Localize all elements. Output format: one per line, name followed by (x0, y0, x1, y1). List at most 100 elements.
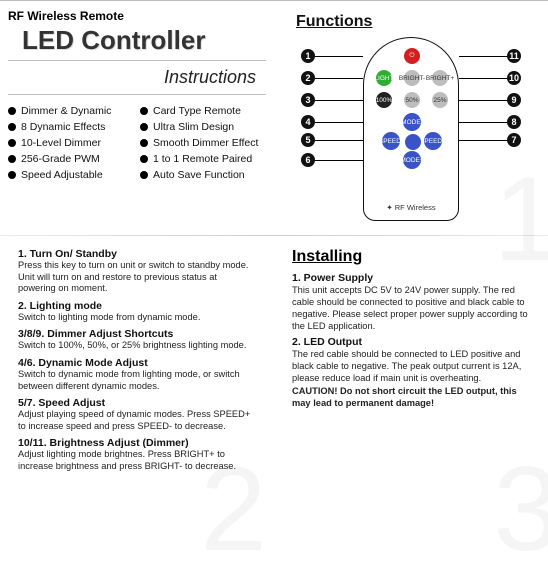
instruction-item: 3/8/9. Dimmer Adjust ShortcutsSwitch to … (18, 328, 256, 352)
bullet-dot-icon (8, 123, 16, 131)
feature-bullet: Smooth Dimmer Effect (140, 137, 266, 149)
bullet-dot-icon (140, 139, 148, 147)
install-caution: CAUTION! Do not short circuit the LED ou… (292, 385, 530, 409)
remote-btn-p50: 50% (404, 92, 420, 108)
remote-btn-power: ⏻ (404, 48, 420, 64)
panel-bottom-right: Installing 1. Power SupplyThis unit acce… (274, 238, 548, 488)
remote-btn-smin: SPEED- (382, 132, 400, 150)
feature-bullet: 8 Dynamic Effects (8, 121, 134, 133)
instruction-desc: Switch to 100%, 50%, or 25% brightness l… (18, 340, 256, 352)
remote-btn-p25: 25% (432, 92, 448, 108)
remote-btn-mmin: MODE- (403, 113, 421, 131)
feature-bullets: Dimmer & Dynamic 8 Dynamic Effects 10-Leve… (8, 101, 266, 185)
feature-bullet-label: 10-Level Dimmer (21, 137, 101, 149)
installing-section: Installing 1. Power SupplyThis unit acce… (282, 244, 540, 413)
remote-btn-p100: 100% (376, 92, 392, 108)
subtitle: Instructions (8, 67, 256, 88)
callout-num-10: 10 (507, 71, 521, 85)
feature-bullet: 256-Grade PWM (8, 153, 134, 165)
main-title: LED Controller (22, 25, 266, 56)
instruction-item: 2. Lighting modeSwitch to lighting mode … (18, 300, 256, 324)
instruction-heading: 1. Turn On/ Standby (18, 248, 256, 260)
callout-lead (315, 56, 363, 57)
installing-title: Installing (292, 248, 530, 266)
feature-bullet: Auto Save Function (140, 169, 266, 181)
remote-diagram: ✦ RF Wireless ⏻ LIGHT BRIGHT- BRIGHT+ 100% 50… (291, 37, 531, 227)
instruction-desc: Switch to lighting mode from dynamic mod… (18, 312, 256, 324)
remote-btn-bplus: BRIGHT+ (432, 70, 448, 86)
bullet-dot-icon (8, 171, 16, 179)
feature-bullet: Dimmer & Dynamic (8, 105, 134, 117)
bullet-dot-icon (140, 123, 148, 131)
callout-num-11: 11 (507, 49, 521, 63)
functions-title: Functions (296, 13, 540, 31)
bullet-dot-icon (8, 107, 16, 115)
divider (0, 235, 548, 236)
top-label: RF Wireless Remote (8, 9, 266, 23)
instruction-desc: Adjust playing speed of dynamic modes. P… (18, 409, 256, 432)
feature-bullet: 1 to 1 Remote Paired (140, 153, 266, 165)
instruction-item: 1. Turn On/ StandbyPress this key to tur… (18, 248, 256, 295)
feature-bullet: Speed Adjustable (8, 169, 134, 181)
feature-bullet-label: Auto Save Function (153, 169, 245, 181)
callout-num-3: 3 (301, 93, 315, 107)
callout-num-2: 2 (301, 71, 315, 85)
feature-bullet: Card Type Remote (140, 105, 266, 117)
panel-bottom-left: 1. Turn On/ StandbyPress this key to tur… (0, 238, 274, 488)
feature-bullet-label: Smooth Dimmer Effect (153, 137, 258, 149)
instruction-item: 10/11. Brightness Adjust (Dimmer)Adjust … (18, 437, 256, 472)
install-desc: The red cable should be connected to LED… (292, 348, 530, 384)
feature-bullet-label: 1 to 1 Remote Paired (153, 153, 252, 165)
callout-lead (459, 100, 507, 101)
rule (8, 94, 266, 95)
callout-num-9: 9 (507, 93, 521, 107)
callout-num-1: 1 (301, 49, 315, 63)
feature-bullet-label: Ultra Slim Design (153, 121, 234, 133)
panel-top-left: RF Wireless Remote LED Controller Instru… (0, 3, 274, 233)
instruction-heading: 3/8/9. Dimmer Adjust Shortcuts (18, 328, 256, 340)
callout-num-7: 7 (507, 133, 521, 147)
feature-bullet-label: 256-Grade PWM (21, 153, 100, 165)
callout-lead (315, 100, 363, 101)
remote-btn-bminus: BRIGHT- (404, 70, 420, 86)
callout-num-4: 4 (301, 115, 315, 129)
rule (8, 60, 266, 61)
instruction-item: 5/7. Speed AdjustAdjust playing speed of… (18, 397, 256, 432)
feature-bullet-label: Card Type Remote (153, 105, 241, 117)
callout-num-6: 6 (301, 153, 315, 167)
instruction-desc: Switch to dynamic mode from lighting mod… (18, 369, 256, 392)
callout-lead (459, 56, 507, 57)
remote-body: ✦ RF Wireless ⏻ LIGHT BRIGHT- BRIGHT+ 100% 50… (363, 37, 459, 221)
feature-bullet: Ultra Slim Design (140, 121, 266, 133)
bullet-dot-icon (8, 139, 16, 147)
remote-btn-center (405, 134, 421, 150)
callout-lead (459, 140, 507, 141)
panel-top-right: Functions ✦ RF Wireless ⏻ LIGHT BRIGHT- BRI… (274, 3, 548, 233)
instructions-list: 1. Turn On/ StandbyPress this key to tur… (8, 244, 266, 482)
instruction-desc: Press this key to turn on unit or switch… (18, 260, 256, 295)
bullet-dot-icon (140, 171, 148, 179)
callout-lead (315, 160, 363, 161)
instruction-item: 4/6. Dynamic Mode AdjustSwitch to dynami… (18, 357, 256, 392)
install-desc: This unit accepts DC 5V to 24V power sup… (292, 284, 530, 332)
install-heading: 2. LED Output (292, 336, 530, 348)
instruction-heading: 10/11. Brightness Adjust (Dimmer) (18, 437, 256, 449)
bullet-dot-icon (140, 155, 148, 163)
callout-lead (315, 122, 363, 123)
rf-wireless-label: ✦ RF Wireless (364, 203, 458, 212)
feature-bullet: 10-Level Dimmer (8, 137, 134, 149)
bullet-dot-icon (8, 155, 16, 163)
top-rule (0, 0, 548, 1)
instruction-heading: 4/6. Dynamic Mode Adjust (18, 357, 256, 369)
feature-bullet-label: Speed Adjustable (21, 169, 103, 181)
remote-btn-mplus: MODE+ (403, 151, 421, 169)
instruction-heading: 5/7. Speed Adjust (18, 397, 256, 409)
remote-btn-splus: SPEED+ (424, 132, 442, 150)
remote-btn-light: LIGHT (376, 70, 392, 86)
callout-lead (459, 78, 507, 79)
callout-lead (315, 78, 363, 79)
bullet-dot-icon (140, 107, 148, 115)
callout-lead (459, 122, 507, 123)
instruction-desc: Adjust lighting mode brightnes. Press BR… (18, 449, 256, 472)
feature-bullet-label: 8 Dynamic Effects (21, 121, 105, 133)
